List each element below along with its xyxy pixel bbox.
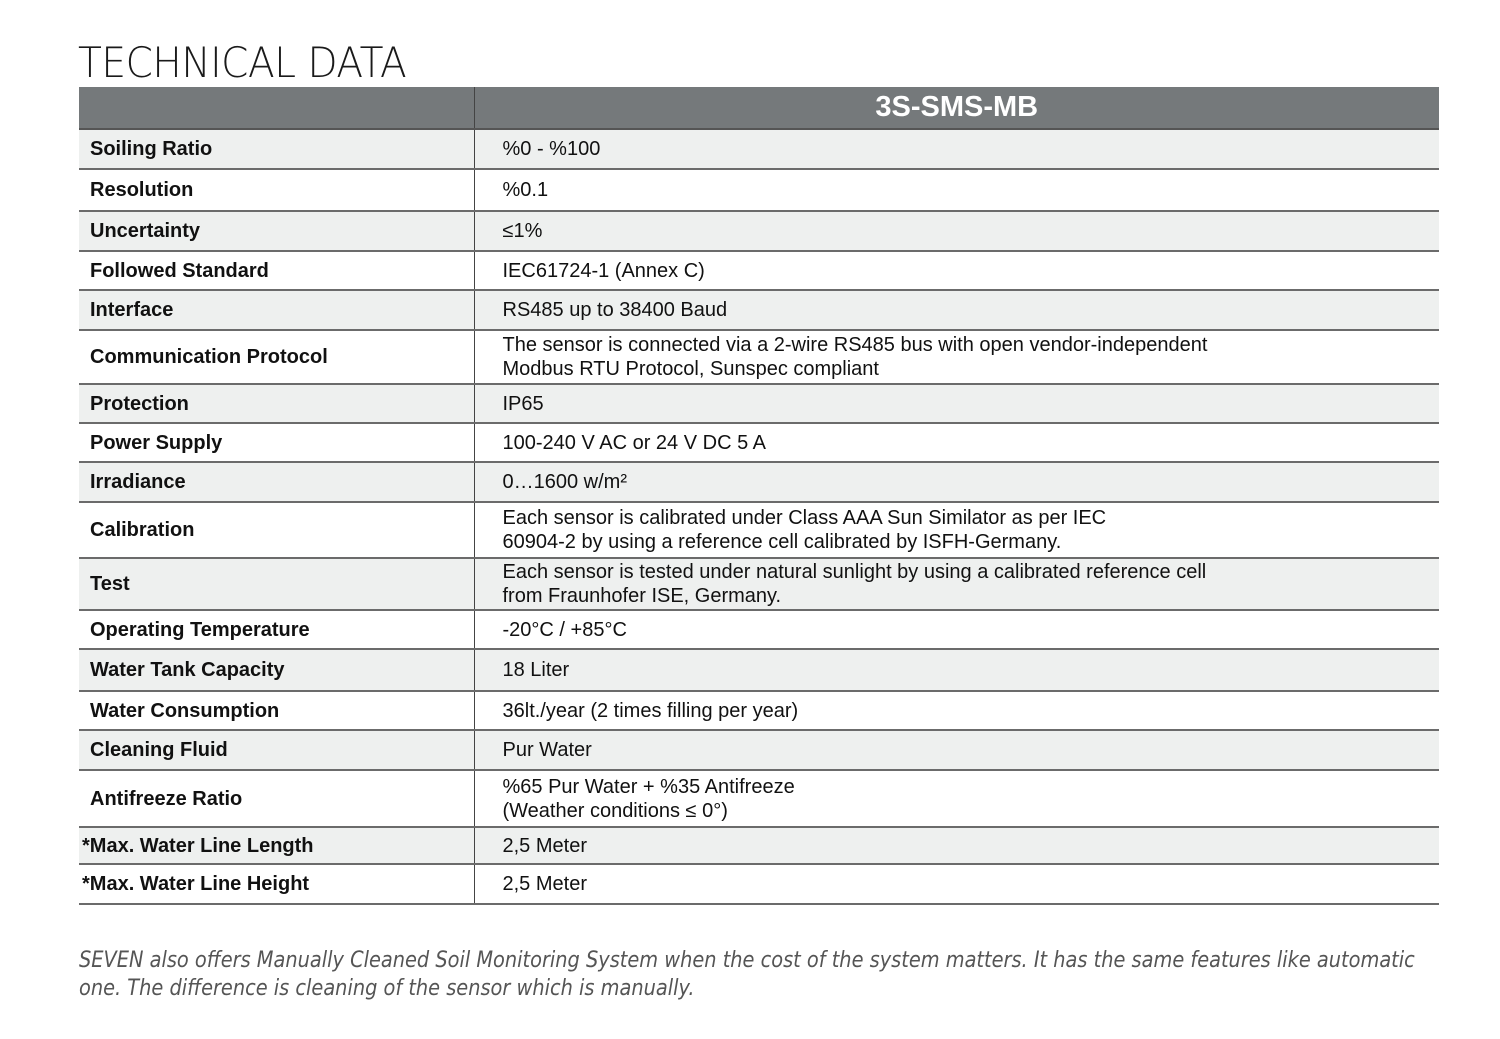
row-value: %0.1 bbox=[474, 169, 1439, 212]
row-value: IP65 bbox=[474, 384, 1439, 424]
value-line: 2,5 Meter bbox=[502, 873, 587, 895]
row-label: Followed Standard bbox=[79, 251, 475, 291]
row-label: Communication Protocol bbox=[79, 330, 475, 385]
table-row: Antifreeze Ratio %65 Pur Water + %35 Anti… bbox=[79, 770, 1439, 828]
page-title: TECHNICAL DATA bbox=[78, 38, 407, 87]
value-line: IEC61724-1 (Annex C) bbox=[502, 259, 705, 282]
row-label: Power Supply bbox=[79, 423, 475, 463]
table-row: Operating Temperature -20°C / +85°C bbox=[79, 610, 1439, 650]
value-line: RS485 up to 38400 Baud bbox=[502, 299, 728, 321]
table-row: Water Tank Capacity 18 Liter bbox=[79, 649, 1439, 692]
value-line: 36lt./year (2 times filling per year) bbox=[502, 699, 799, 722]
row-value: %65 Pur Water + %35 Antifreeze (Weather c… bbox=[474, 770, 1439, 828]
table-row: Water Consumption 36lt./year (2 times fil… bbox=[79, 691, 1439, 731]
row-label: Protection bbox=[79, 384, 475, 424]
row-label: *Max. Water Line Height bbox=[79, 864, 475, 905]
row-value: 100-240 V AC or 24 V DC 5 A bbox=[474, 423, 1439, 463]
row-value: IEC61724-1 (Annex C) bbox=[474, 251, 1439, 291]
row-label: Uncertainty bbox=[79, 211, 475, 252]
row-value: Pur Water bbox=[474, 730, 1439, 771]
table-row: *Max. Water Line Height 2,5 Meter bbox=[79, 864, 1439, 905]
value-line: %65 Pur Water + %35 Antifreeze bbox=[502, 775, 795, 798]
header-cell-label bbox=[79, 87, 475, 130]
value-line: from Fraunhofer ISE, Germany. bbox=[502, 585, 782, 607]
row-label: Operating Temperature bbox=[79, 610, 475, 650]
value-line: 18 Liter bbox=[502, 659, 570, 681]
footnote: SEVEN also offers Manually Cleaned Soil … bbox=[79, 947, 1415, 1001]
row-value: 18 Liter bbox=[474, 649, 1439, 692]
row-label: Cleaning Fluid bbox=[79, 730, 475, 771]
row-label: Calibration bbox=[79, 502, 475, 559]
table-row: Power Supply 100-240 V AC or 24 V DC 5 A bbox=[79, 423, 1439, 463]
row-value: ≤1% bbox=[474, 211, 1439, 252]
table-row: Followed Standard IEC61724-1 (Annex C) bbox=[79, 251, 1439, 291]
table-row: Cleaning Fluid Pur Water bbox=[79, 730, 1439, 771]
value-line: %0 - %100 bbox=[502, 138, 601, 160]
table-row: Calibration Each sensor is calibrated und… bbox=[79, 502, 1439, 559]
value-line: 2,5 Meter bbox=[502, 834, 587, 857]
row-label: Resolution bbox=[79, 169, 475, 212]
row-label: Interface bbox=[79, 290, 475, 331]
table-header-row: 3S-SMS-MB bbox=[79, 87, 1439, 130]
row-label: Water Tank Capacity bbox=[79, 649, 475, 692]
row-value: -20°C / +85°C bbox=[474, 610, 1439, 650]
table-row: Resolution %0.1 bbox=[79, 169, 1439, 212]
value-line: 60904-2 by using a reference cell calibr… bbox=[502, 531, 1062, 553]
value-line: 100-240 V AC or 24 V DC 5 A bbox=[502, 431, 767, 454]
value-line: (Weather conditions ≤ 0°) bbox=[502, 799, 728, 822]
row-value: %0 - %100 bbox=[474, 129, 1439, 170]
row-label: Test bbox=[79, 558, 475, 611]
row-value: Each sensor is calibrated under Class AA… bbox=[474, 502, 1439, 559]
row-value: RS485 up to 38400 Baud bbox=[474, 290, 1439, 331]
table-row: Uncertainty ≤1% bbox=[79, 211, 1439, 252]
value-line: IP65 bbox=[502, 392, 544, 415]
value-line: ≤1% bbox=[502, 220, 543, 242]
row-label: *Max. Water Line Length bbox=[79, 827, 475, 865]
value-line: Pur Water bbox=[502, 739, 592, 761]
value-line: Each sensor is tested under natural sunl… bbox=[502, 561, 1207, 583]
table-row: *Max. Water Line Length 2,5 Meter bbox=[79, 827, 1439, 865]
row-value: 2,5 Meter bbox=[474, 864, 1439, 905]
value-line: The sensor is connected via a 2-wire RS4… bbox=[502, 334, 1208, 356]
row-label: Soiling Ratio bbox=[79, 129, 475, 170]
table-row: Test Each sensor is tested under natural … bbox=[79, 558, 1439, 611]
row-label: Irradiance bbox=[79, 462, 475, 503]
table-row: Soiling Ratio %0 - %100 bbox=[79, 129, 1439, 170]
table-row: Irradiance 0…1600 w/m² bbox=[79, 462, 1439, 503]
row-value: 0…1600 w/m² bbox=[474, 462, 1439, 503]
row-value: 36lt./year (2 times filling per year) bbox=[474, 691, 1439, 731]
value-line: Modbus RTU Protocol, Sunspec compliant bbox=[502, 358, 879, 380]
row-value: 2,5 Meter bbox=[474, 827, 1439, 865]
row-label: Water Consumption bbox=[79, 691, 475, 731]
value-line: %0.1 bbox=[502, 179, 549, 201]
row-label: Antifreeze Ratio bbox=[79, 770, 475, 828]
technical-data-table: 3S-SMS-MB Soiling Ratio %0 - %100 Resoluti… bbox=[79, 87, 1439, 905]
value-line: Each sensor is calibrated under Class AA… bbox=[502, 507, 1107, 529]
row-value: Each sensor is tested under natural sunl… bbox=[474, 558, 1439, 611]
table-row: Protection IP65 bbox=[79, 384, 1439, 424]
value-line: -20°C / +85°C bbox=[502, 618, 627, 641]
value-line: 0…1600 w/m² bbox=[502, 471, 628, 493]
row-value: The sensor is connected via a 2-wire RS4… bbox=[474, 330, 1439, 385]
header-cell-model: 3S-SMS-MB bbox=[474, 87, 1439, 130]
table-row: Communication Protocol The sensor is conn… bbox=[79, 330, 1439, 385]
table-row: Interface RS485 up to 38400 Baud bbox=[79, 290, 1439, 331]
